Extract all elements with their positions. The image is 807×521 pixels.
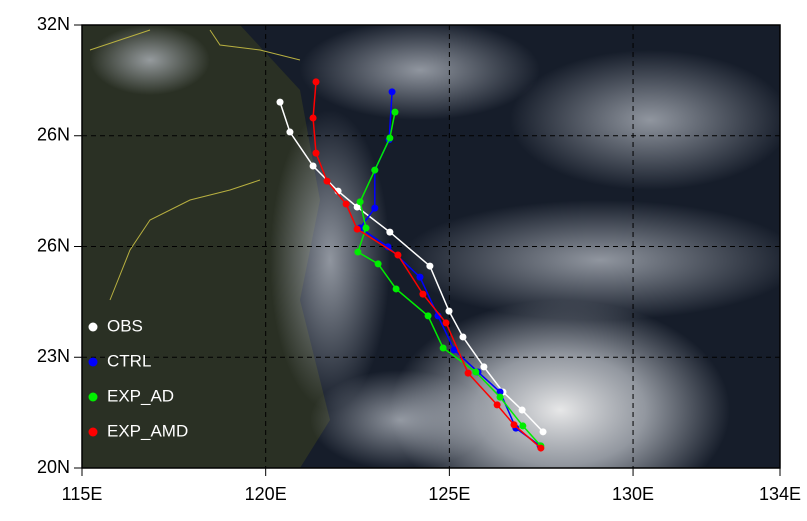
track-point: [426, 262, 434, 270]
y-tick-label: 20N: [37, 457, 70, 477]
track-point: [374, 260, 382, 268]
track-point: [439, 344, 447, 352]
track-point: [493, 401, 501, 409]
track-point: [286, 128, 294, 136]
track-point: [384, 243, 392, 251]
legend-marker: [88, 357, 98, 367]
track-point: [480, 363, 488, 371]
track-point: [537, 444, 545, 452]
track-point: [510, 421, 518, 429]
track-point: [539, 428, 547, 436]
track-point: [442, 319, 450, 327]
y-tick-label: 23N: [37, 346, 70, 366]
legend-marker: [88, 392, 98, 402]
track-point: [362, 224, 370, 232]
track-point: [391, 108, 399, 116]
track-point: [354, 248, 362, 256]
x-tick-label: 115E: [62, 484, 103, 504]
track-point: [472, 368, 480, 376]
track-point: [392, 285, 400, 293]
track-point: [496, 388, 504, 396]
legend-label: CTRL: [107, 351, 151, 370]
legend-marker: [88, 427, 98, 437]
legend-label: EXP_AD: [107, 386, 174, 405]
track-line: [356, 111, 542, 447]
track-point: [459, 333, 467, 341]
track-point: [371, 204, 379, 212]
legend-label: EXP_AMD: [107, 421, 188, 440]
track-point: [464, 369, 472, 377]
x-tick-label: 130E: [612, 484, 654, 504]
track-point: [386, 134, 394, 142]
track-point: [424, 312, 432, 320]
track-point: [353, 203, 361, 211]
track-point: [312, 149, 320, 157]
x-tick-label: 120E: [245, 484, 287, 504]
track-point: [353, 225, 361, 233]
axes: 115E 120E 125E 130E 134E 20N 23N 26N 26N 32N: [37, 14, 801, 504]
legend-label: OBS: [107, 316, 143, 335]
tracks: [276, 78, 547, 452]
satellite-background: [82, 25, 780, 468]
track-point: [309, 114, 317, 122]
track-point: [386, 228, 394, 236]
track-point: [309, 162, 317, 170]
track-point: [496, 393, 504, 401]
track-point: [450, 346, 458, 354]
legend: OBS CTRL EXP_AD EXP_AMD: [88, 316, 188, 440]
legend-marker: [88, 322, 98, 332]
track-point: [519, 422, 527, 430]
track-point: [445, 307, 453, 315]
track-point: [356, 198, 364, 206]
track-point: [276, 98, 284, 106]
track-point: [371, 166, 379, 174]
track-point: [419, 290, 427, 298]
track-point: [416, 273, 424, 281]
track-point: [388, 88, 396, 96]
track-point: [312, 78, 320, 86]
track-point: [394, 251, 402, 259]
y-tick-label: 26N: [37, 125, 70, 145]
y-tick-label: 32N: [37, 14, 70, 34]
x-tick-label: 134E: [759, 484, 801, 504]
x-tick-label: 125E: [428, 484, 470, 504]
y-tick-label: 26N: [37, 235, 70, 255]
track-point: [342, 200, 350, 208]
track-point: [518, 406, 526, 414]
track-point: [323, 177, 331, 185]
